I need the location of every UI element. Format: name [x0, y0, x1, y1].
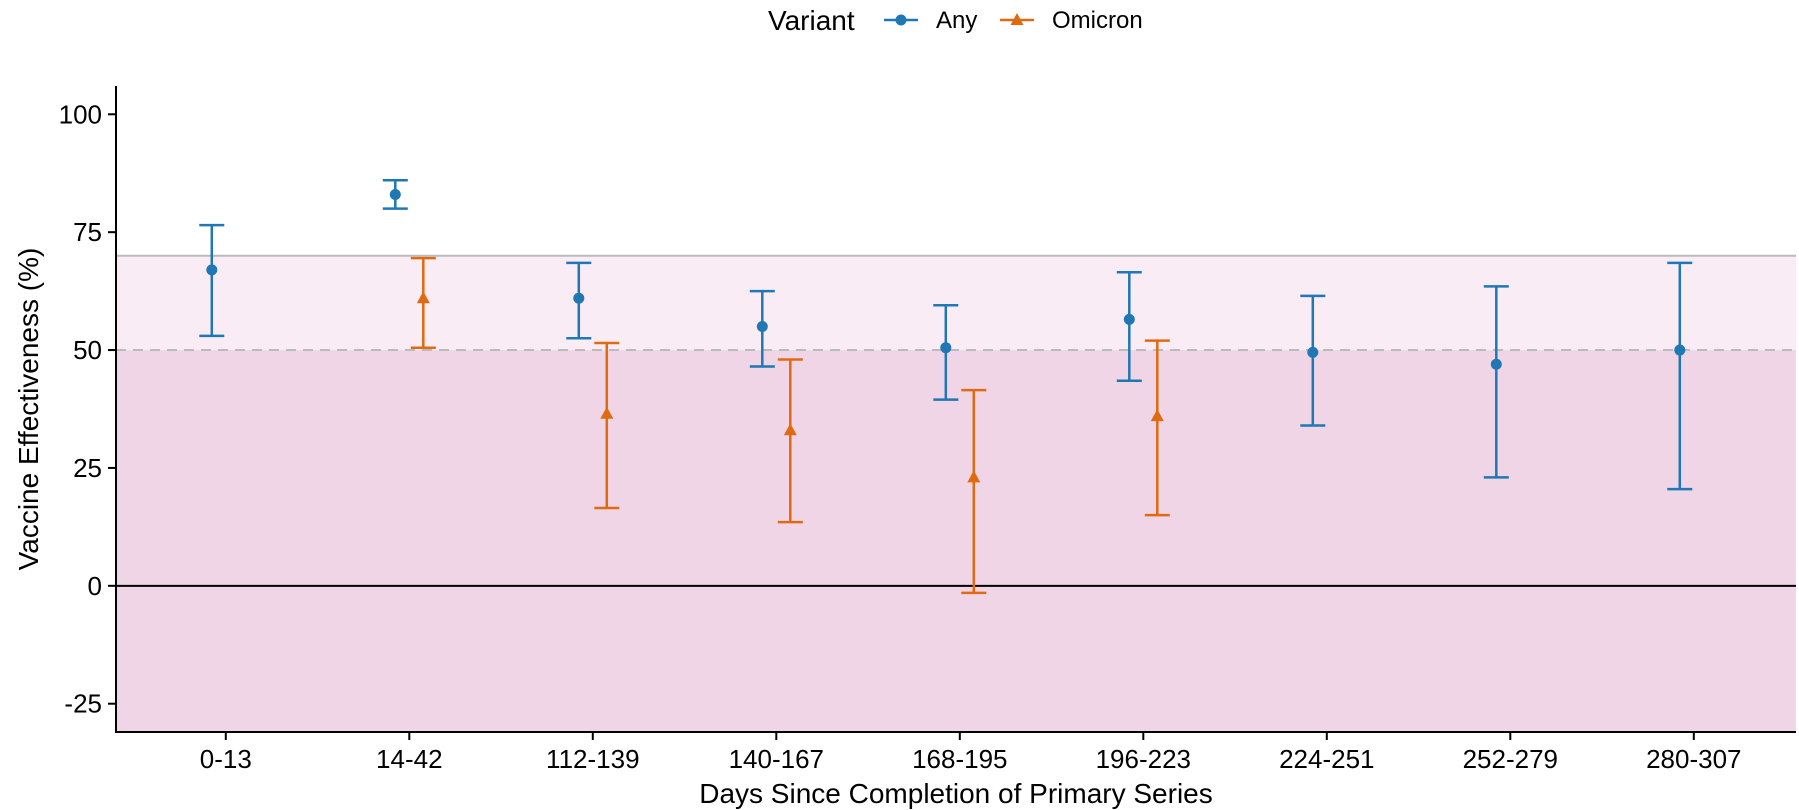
data-point — [1674, 344, 1686, 356]
axes — [115, 86, 1796, 733]
data-point — [783, 423, 797, 436]
legend: Variant Any Omicron — [768, 5, 1143, 36]
x-tick-label: 224-251 — [1279, 744, 1374, 774]
data-point — [967, 470, 981, 483]
y-axis-title: Vaccine Effectiveness (%) — [13, 248, 44, 571]
data-point — [1123, 313, 1135, 325]
data-point — [416, 291, 430, 304]
x-tick-label: 252-279 — [1463, 744, 1558, 774]
x-tick-label: 196-223 — [1096, 744, 1191, 774]
x-tick-label: 0-13 — [200, 744, 252, 774]
legend-key-marker — [895, 14, 907, 26]
x-tick-label: 280-307 — [1646, 744, 1741, 774]
x-tick-label: 14-42 — [376, 744, 443, 774]
x-tick-label: 168-195 — [912, 744, 1007, 774]
data-point — [1490, 358, 1502, 370]
y-ticks: -25 0 25 50 75 100 — [59, 99, 116, 719]
data-point — [756, 320, 768, 332]
data-point — [940, 342, 952, 354]
legend-title: Variant — [768, 5, 855, 36]
reference-lines — [116, 254, 1796, 587]
y-tick-label: 75 — [73, 217, 102, 247]
shaded-region-0 — [116, 350, 1796, 732]
y-tick-label: -25 — [64, 689, 102, 719]
data-point — [206, 264, 218, 276]
y-tick-label: 100 — [59, 99, 102, 129]
data-point — [1307, 346, 1319, 358]
data-series — [199, 179, 1693, 595]
x-ticks: 0-13 14-42 112-139 140-167 168-195 196-223 224… — [200, 732, 1742, 774]
shaded-regions — [116, 255, 1796, 732]
y-tick-label: 0 — [88, 571, 102, 601]
series-any — [199, 179, 1693, 491]
y-tick-label: 25 — [73, 453, 102, 483]
x-axis-title: Days Since Completion of Primary Series — [699, 778, 1213, 809]
data-point — [1150, 409, 1164, 422]
series-omicron — [410, 256, 1170, 595]
x-tick-label: 140-167 — [729, 744, 824, 774]
legend-label: Omicron — [1052, 7, 1143, 34]
data-point — [600, 406, 614, 419]
legend-key-marker — [1010, 13, 1024, 25]
data-point — [573, 292, 585, 304]
data-point — [389, 188, 401, 200]
legend-label: Any — [936, 7, 977, 34]
y-tick-label: 50 — [73, 335, 102, 365]
shaded-region-1 — [116, 255, 1796, 351]
x-tick-label: 112-139 — [546, 744, 640, 774]
